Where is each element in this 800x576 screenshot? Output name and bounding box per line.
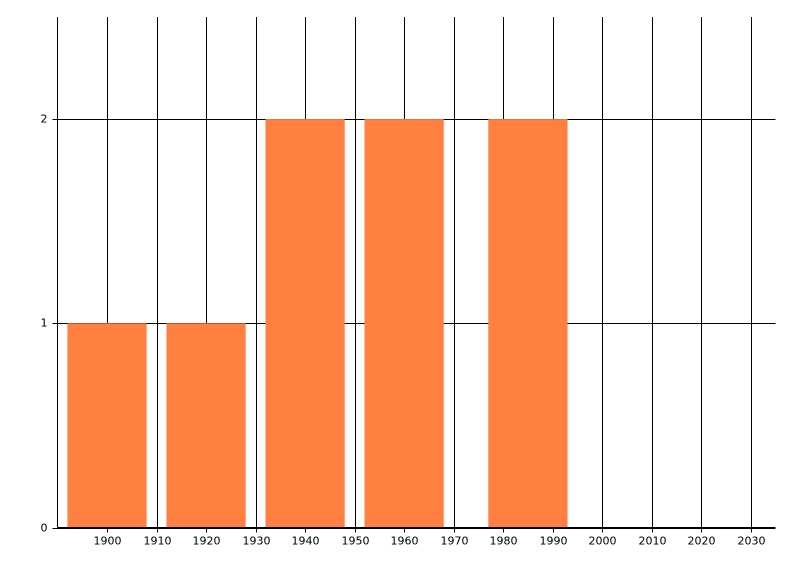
bar: [67, 323, 147, 528]
y-tick-label: 0: [41, 522, 48, 535]
x-tick-label: 1980: [490, 535, 518, 548]
x-tick-label: 1990: [540, 535, 568, 548]
y-tick-label: 2: [41, 113, 48, 126]
y-tick-label: 1: [41, 317, 48, 330]
x-tick-label: 1970: [441, 535, 469, 548]
x-tick-label: 2030: [738, 535, 766, 548]
x-tick-label: 1910: [144, 535, 172, 548]
bar: [364, 119, 444, 528]
x-tick-label: 2020: [688, 535, 716, 548]
x-tick-label: 2000: [589, 535, 617, 548]
x-tick-label: 1960: [391, 535, 419, 548]
x-tick-label: 1920: [193, 535, 221, 548]
x-tick-label: 1930: [243, 535, 271, 548]
bar: [166, 323, 246, 528]
x-tick-label: 1950: [342, 535, 370, 548]
bar: [265, 119, 345, 528]
x-tick-label: 2010: [639, 535, 667, 548]
bar: [488, 119, 568, 528]
x-tick-label: 1900: [94, 535, 122, 548]
x-tick-label: 1940: [292, 535, 320, 548]
